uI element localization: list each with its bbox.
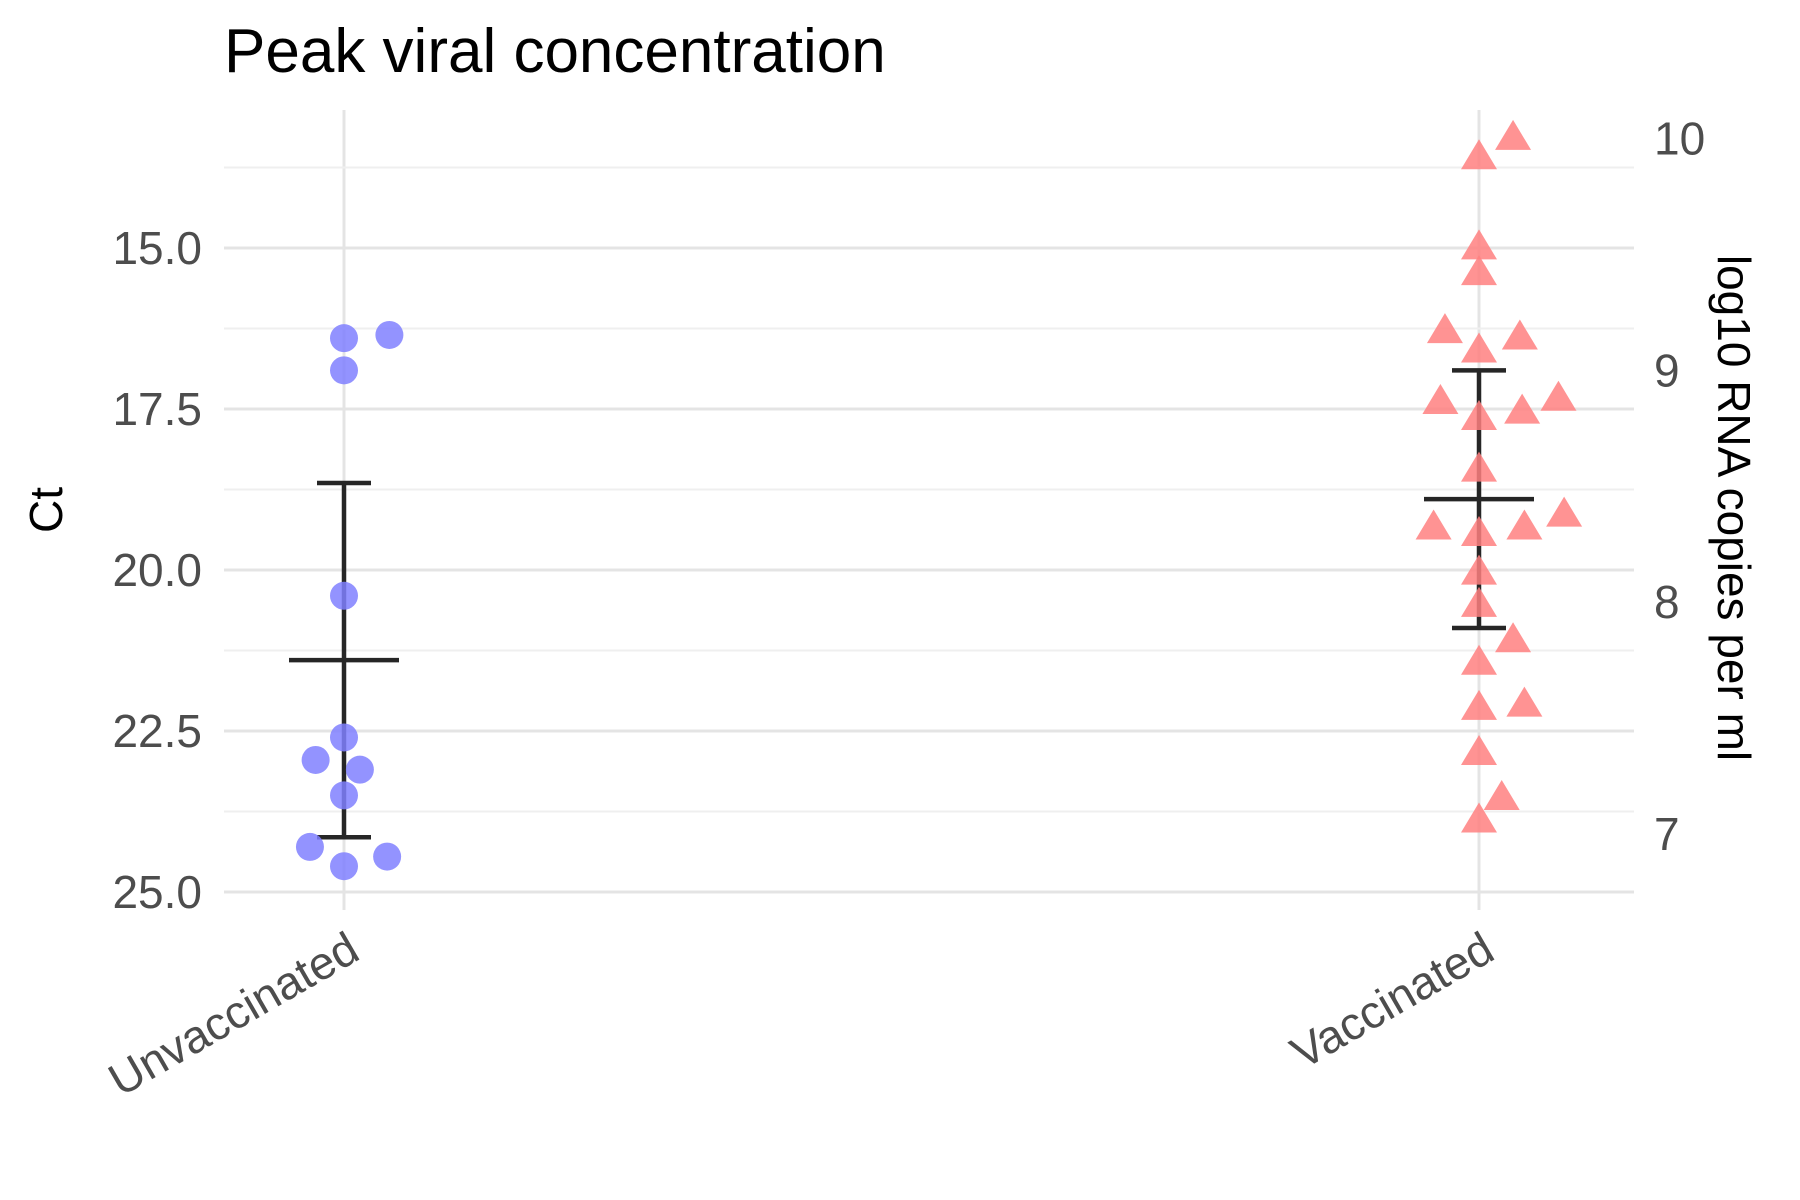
x-tick-label-0: Unvaccinated (100, 922, 367, 1106)
y2-axis-title: log10 RNA copies per ml (1708, 255, 1760, 761)
y-tick-label-2: 20.0 (112, 544, 202, 596)
point-unvaccinated-7 (330, 781, 358, 810)
y-axis-title: Ct (20, 487, 72, 533)
point-vaccinated-21 (1506, 686, 1543, 717)
point-unvaccinated-6 (345, 755, 374, 784)
grid (224, 110, 1634, 910)
point-vaccinated-8 (1461, 400, 1497, 431)
point-vaccinated-12 (1415, 509, 1452, 540)
y-tick-label-0: 15.0 (112, 222, 202, 274)
point-unvaccinated-2 (330, 356, 358, 385)
point-vaccinated-1 (1495, 119, 1532, 150)
point-vaccinated-22 (1461, 734, 1497, 765)
point-vaccinated-11 (1461, 451, 1497, 482)
point-unvaccinated-3 (330, 581, 358, 610)
point-unvaccinated-10 (330, 852, 358, 881)
point-vaccinated-20 (1461, 689, 1497, 720)
point-unvaccinated-4 (330, 723, 358, 752)
point-vaccinated-4 (1426, 313, 1463, 344)
point-vaccinated-3 (1461, 255, 1497, 286)
point-unvaccinated-9 (373, 842, 402, 871)
error-bars (289, 368, 1534, 840)
point-unvaccinated-1 (375, 320, 404, 349)
point-vaccinated-18 (1495, 622, 1532, 653)
y2-tick-label-2: 9 (1654, 344, 1680, 396)
point-vaccinated-5 (1461, 332, 1497, 363)
point-vaccinated-6 (1501, 319, 1538, 350)
y-tick-label-1: 17.5 (112, 383, 202, 435)
point-vaccinated-7 (1422, 383, 1459, 414)
y2-tick-label-3: 10 (1654, 113, 1705, 165)
point-vaccinated-16 (1461, 554, 1497, 585)
y-axis-ticks: 15.0 17.5 20.0 22.5 25.0 (112, 222, 202, 918)
point-vaccinated-9 (1504, 393, 1541, 424)
point-unvaccinated-0 (330, 324, 358, 353)
point-vaccinated-19 (1461, 644, 1497, 675)
point-vaccinated-10 (1540, 380, 1577, 411)
point-unvaccinated-5 (301, 745, 330, 774)
point-vaccinated-2 (1461, 229, 1497, 260)
point-vaccinated-24 (1461, 802, 1497, 833)
point-vaccinated-14 (1506, 509, 1543, 540)
point-unvaccinated-8 (295, 832, 324, 861)
y2-tick-label-0: 7 (1654, 808, 1680, 860)
point-vaccinated-13 (1461, 515, 1497, 546)
errorbar-unvaccinated (289, 480, 399, 840)
y-tick-label-3: 22.5 (112, 705, 202, 757)
y-tick-label-4: 25.0 (112, 866, 202, 918)
point-vaccinated-17 (1461, 586, 1497, 617)
point-vaccinated-15 (1546, 496, 1583, 527)
data-points (295, 119, 1583, 881)
point-vaccinated-23 (1483, 780, 1520, 811)
y2-tick-label-1: 8 (1654, 576, 1680, 628)
x-tick-label-1: Vaccinated (1282, 922, 1502, 1079)
y2-axis-ticks: 7 8 9 10 (1654, 113, 1705, 861)
point-vaccinated-0 (1461, 139, 1497, 170)
x-axis-ticks: Unvaccinated Vaccinated (100, 922, 1502, 1106)
chart-title: Peak viral concentration (224, 17, 886, 86)
